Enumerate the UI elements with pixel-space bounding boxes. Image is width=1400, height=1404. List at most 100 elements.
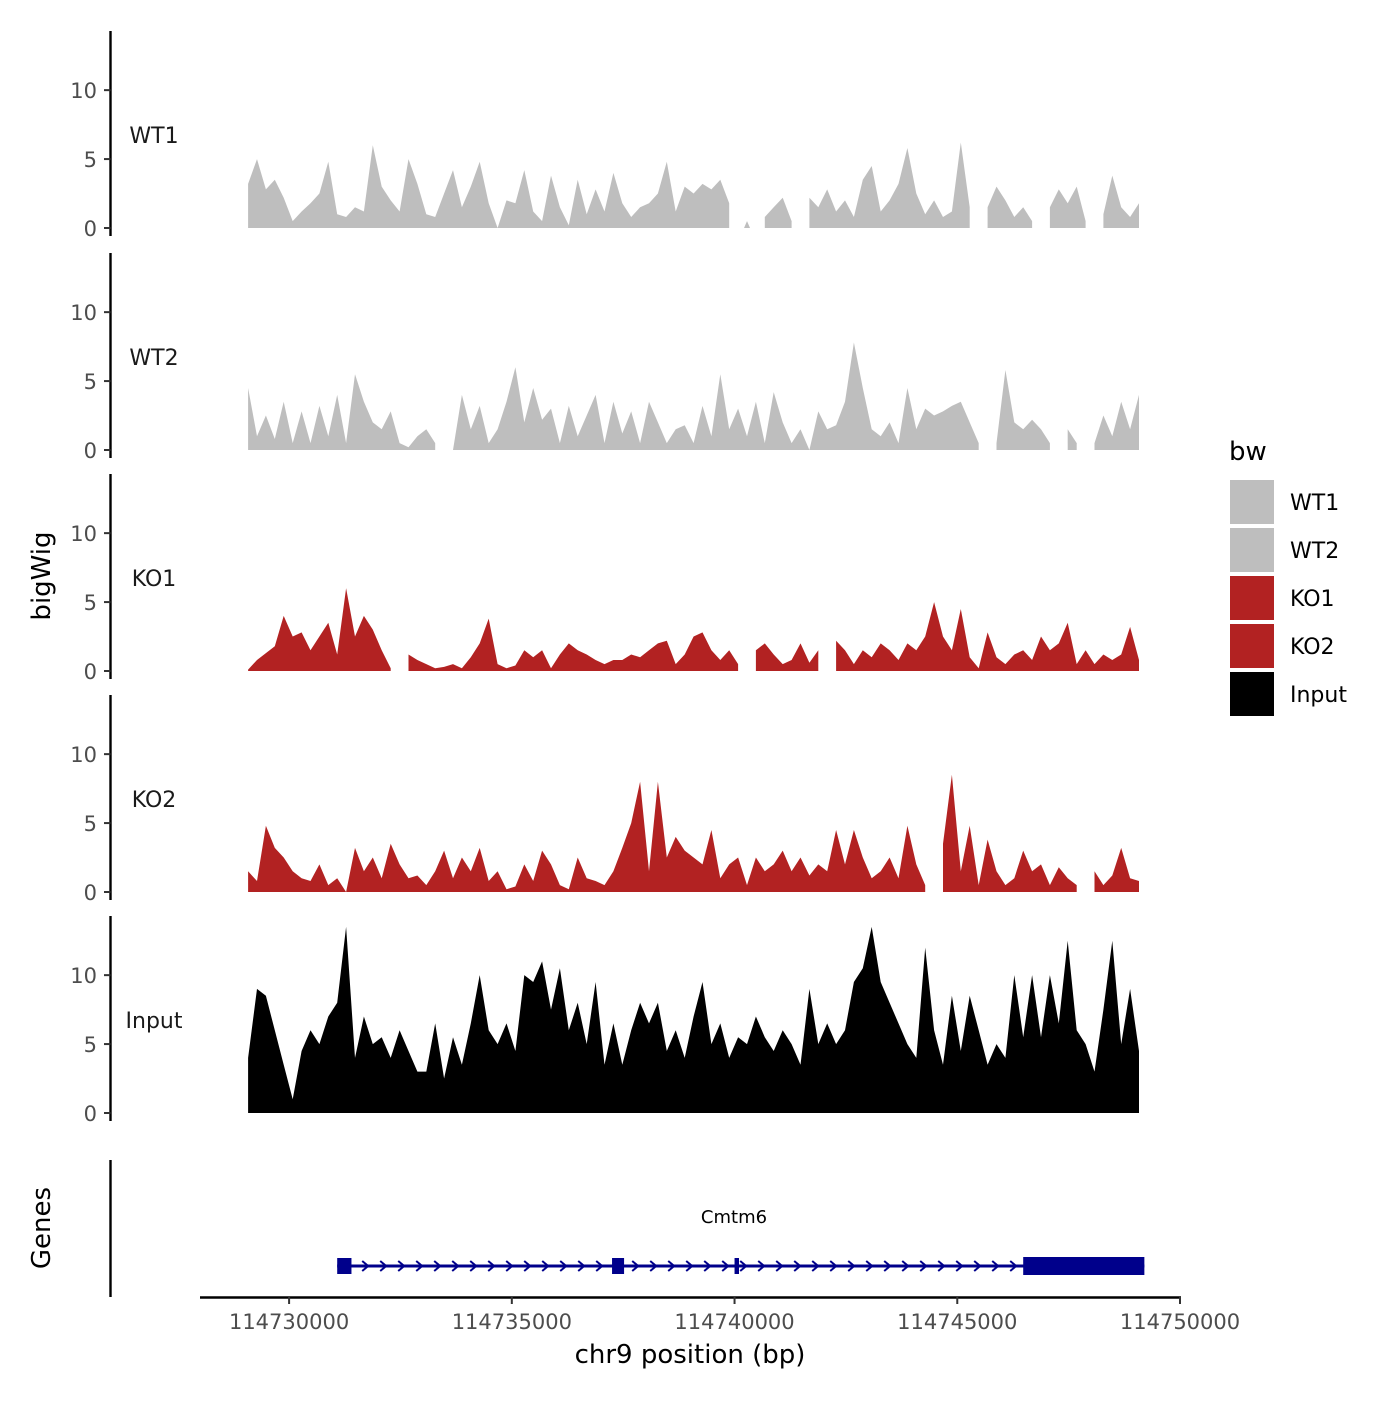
coverage-area-wt2 — [1067, 429, 1077, 450]
coverage-area-wt2 — [996, 370, 1050, 450]
legend-label-ko1: KO1 — [1290, 587, 1335, 612]
y-tick-label: 10 — [70, 522, 97, 546]
strand-arrow — [631, 1260, 640, 1272]
gene-exon — [337, 1258, 352, 1274]
strand-arrow — [541, 1260, 550, 1272]
coverage-area-ko1 — [755, 643, 819, 671]
coverage-area-wt1 — [1049, 186, 1086, 228]
legend-title: bw — [1229, 437, 1267, 467]
strand-arrow — [901, 1260, 910, 1272]
legend-key-ko2 — [1230, 624, 1274, 668]
track-ko1: 0 5 10 KO1 — [70, 474, 1139, 684]
genes-axis-title: Genes — [27, 1187, 57, 1269]
coverage-area-wt1 — [987, 186, 1033, 228]
legend: bw WT1 WT2 KO1 KO2 Input — [1229, 437, 1347, 716]
x-tick-label: 114735000 — [452, 1310, 572, 1334]
strand-arrow — [829, 1260, 838, 1272]
y-tick-label: 5 — [84, 591, 97, 615]
legend-label-wt2: WT2 — [1290, 539, 1339, 564]
strand-arrow — [1009, 1260, 1018, 1272]
coverage-area-ko1 — [248, 588, 391, 671]
x-axis-title: chr9 position (bp) — [575, 1340, 806, 1370]
track-wt2: 0 5 10 WT2 — [70, 253, 1139, 463]
coverage-area-wt1 — [764, 197, 792, 228]
track-input: 0 5 10 Input — [70, 916, 1140, 1126]
gene-label: Cmtm6 — [701, 1207, 767, 1228]
coverage-area-wt2 — [248, 374, 436, 450]
strand-arrow — [973, 1260, 982, 1272]
y-tick-label: 0 — [84, 881, 97, 905]
track-label: WT1 — [129, 124, 178, 149]
strand-arrow — [703, 1260, 712, 1272]
y-tick-label: 10 — [70, 301, 97, 325]
y-tick-label: 0 — [84, 217, 97, 241]
x-tick-label: 114740000 — [674, 1310, 794, 1334]
track-label: Input — [126, 1009, 183, 1034]
gene-track: Cmtm6 — [109, 1160, 1145, 1297]
y-tick-label: 0 — [84, 660, 97, 684]
y-tick-label: 5 — [84, 148, 97, 172]
x-axis: 114730000 114735000 114740000 114745000 1147… — [200, 1296, 1240, 1334]
y-tick-label: 5 — [84, 370, 97, 394]
track-ko2: 0 5 10 KO2 — [70, 695, 1139, 905]
coverage-area-ko1 — [836, 602, 1139, 671]
x-tick-label: 114730000 — [229, 1310, 349, 1334]
y-axis-title: bigWig — [27, 531, 57, 620]
coverage-area-wt1 — [248, 145, 730, 228]
track-label: KO1 — [132, 567, 177, 592]
tracks-layer: 0 5 10 WT1 0 5 10 WT2 0 5 10 KO1 0 5 10 KO2 0 5 10 Input — [70, 31, 1140, 1126]
legend-key-ko1 — [1230, 576, 1274, 620]
strand-arrow — [739, 1260, 748, 1272]
strand-arrow — [523, 1260, 532, 1272]
legend-label-input: Input — [1290, 683, 1347, 708]
coverage-area-ko1 — [408, 618, 739, 671]
strand-arrow — [649, 1260, 658, 1272]
x-tick-label: 114745000 — [897, 1310, 1017, 1334]
strand-arrow — [757, 1260, 766, 1272]
coverage-area-ko2 — [943, 774, 1077, 892]
strand-arrow — [775, 1260, 784, 1272]
strand-arrow — [991, 1260, 1000, 1272]
strand-arrow — [919, 1260, 928, 1272]
strand-arrow — [505, 1260, 514, 1272]
strand-arrow — [811, 1260, 820, 1272]
coverage-area-wt2 — [453, 342, 979, 450]
strand-arrow — [379, 1260, 388, 1272]
strand-arrow — [937, 1260, 946, 1272]
strand-arrow — [559, 1260, 568, 1272]
strand-arrow — [433, 1260, 442, 1272]
strand-arrow — [397, 1260, 406, 1272]
coverage-area-wt1 — [809, 142, 970, 228]
strand-arrow — [865, 1260, 874, 1272]
strand-arrow — [883, 1260, 892, 1272]
strand-arrow — [469, 1260, 478, 1272]
strand-arrow — [793, 1260, 802, 1272]
strand-arrow — [847, 1260, 856, 1272]
strand-arrow — [595, 1260, 604, 1272]
coverage-area-wt2 — [1094, 394, 1139, 450]
strand-arrow — [487, 1260, 496, 1272]
strand-arrow — [451, 1260, 460, 1272]
x-tick-label: 114750000 — [1120, 1310, 1240, 1334]
strand-arrow — [577, 1260, 586, 1272]
y-tick-label: 5 — [84, 812, 97, 836]
legend-label-wt1: WT1 — [1290, 491, 1339, 516]
coverage-area-ko2 — [248, 781, 926, 892]
y-tick-label: 10 — [70, 743, 97, 767]
gene-exon — [612, 1258, 625, 1274]
legend-key-wt1 — [1230, 480, 1274, 524]
strand-arrow — [685, 1260, 694, 1272]
gene-utr-block — [1023, 1257, 1145, 1275]
legend-key-wt2 — [1230, 528, 1274, 572]
y-tick-label: 5 — [84, 1033, 97, 1057]
coverage-area-ko2 — [1094, 847, 1139, 892]
track-label: KO2 — [132, 788, 177, 813]
strand-arrow — [955, 1260, 964, 1272]
legend-key-input — [1230, 672, 1274, 716]
coverage-area-input — [248, 926, 1140, 1113]
track-label: WT2 — [129, 346, 178, 371]
y-tick-label: 10 — [70, 964, 97, 988]
strand-arrow — [721, 1260, 730, 1272]
